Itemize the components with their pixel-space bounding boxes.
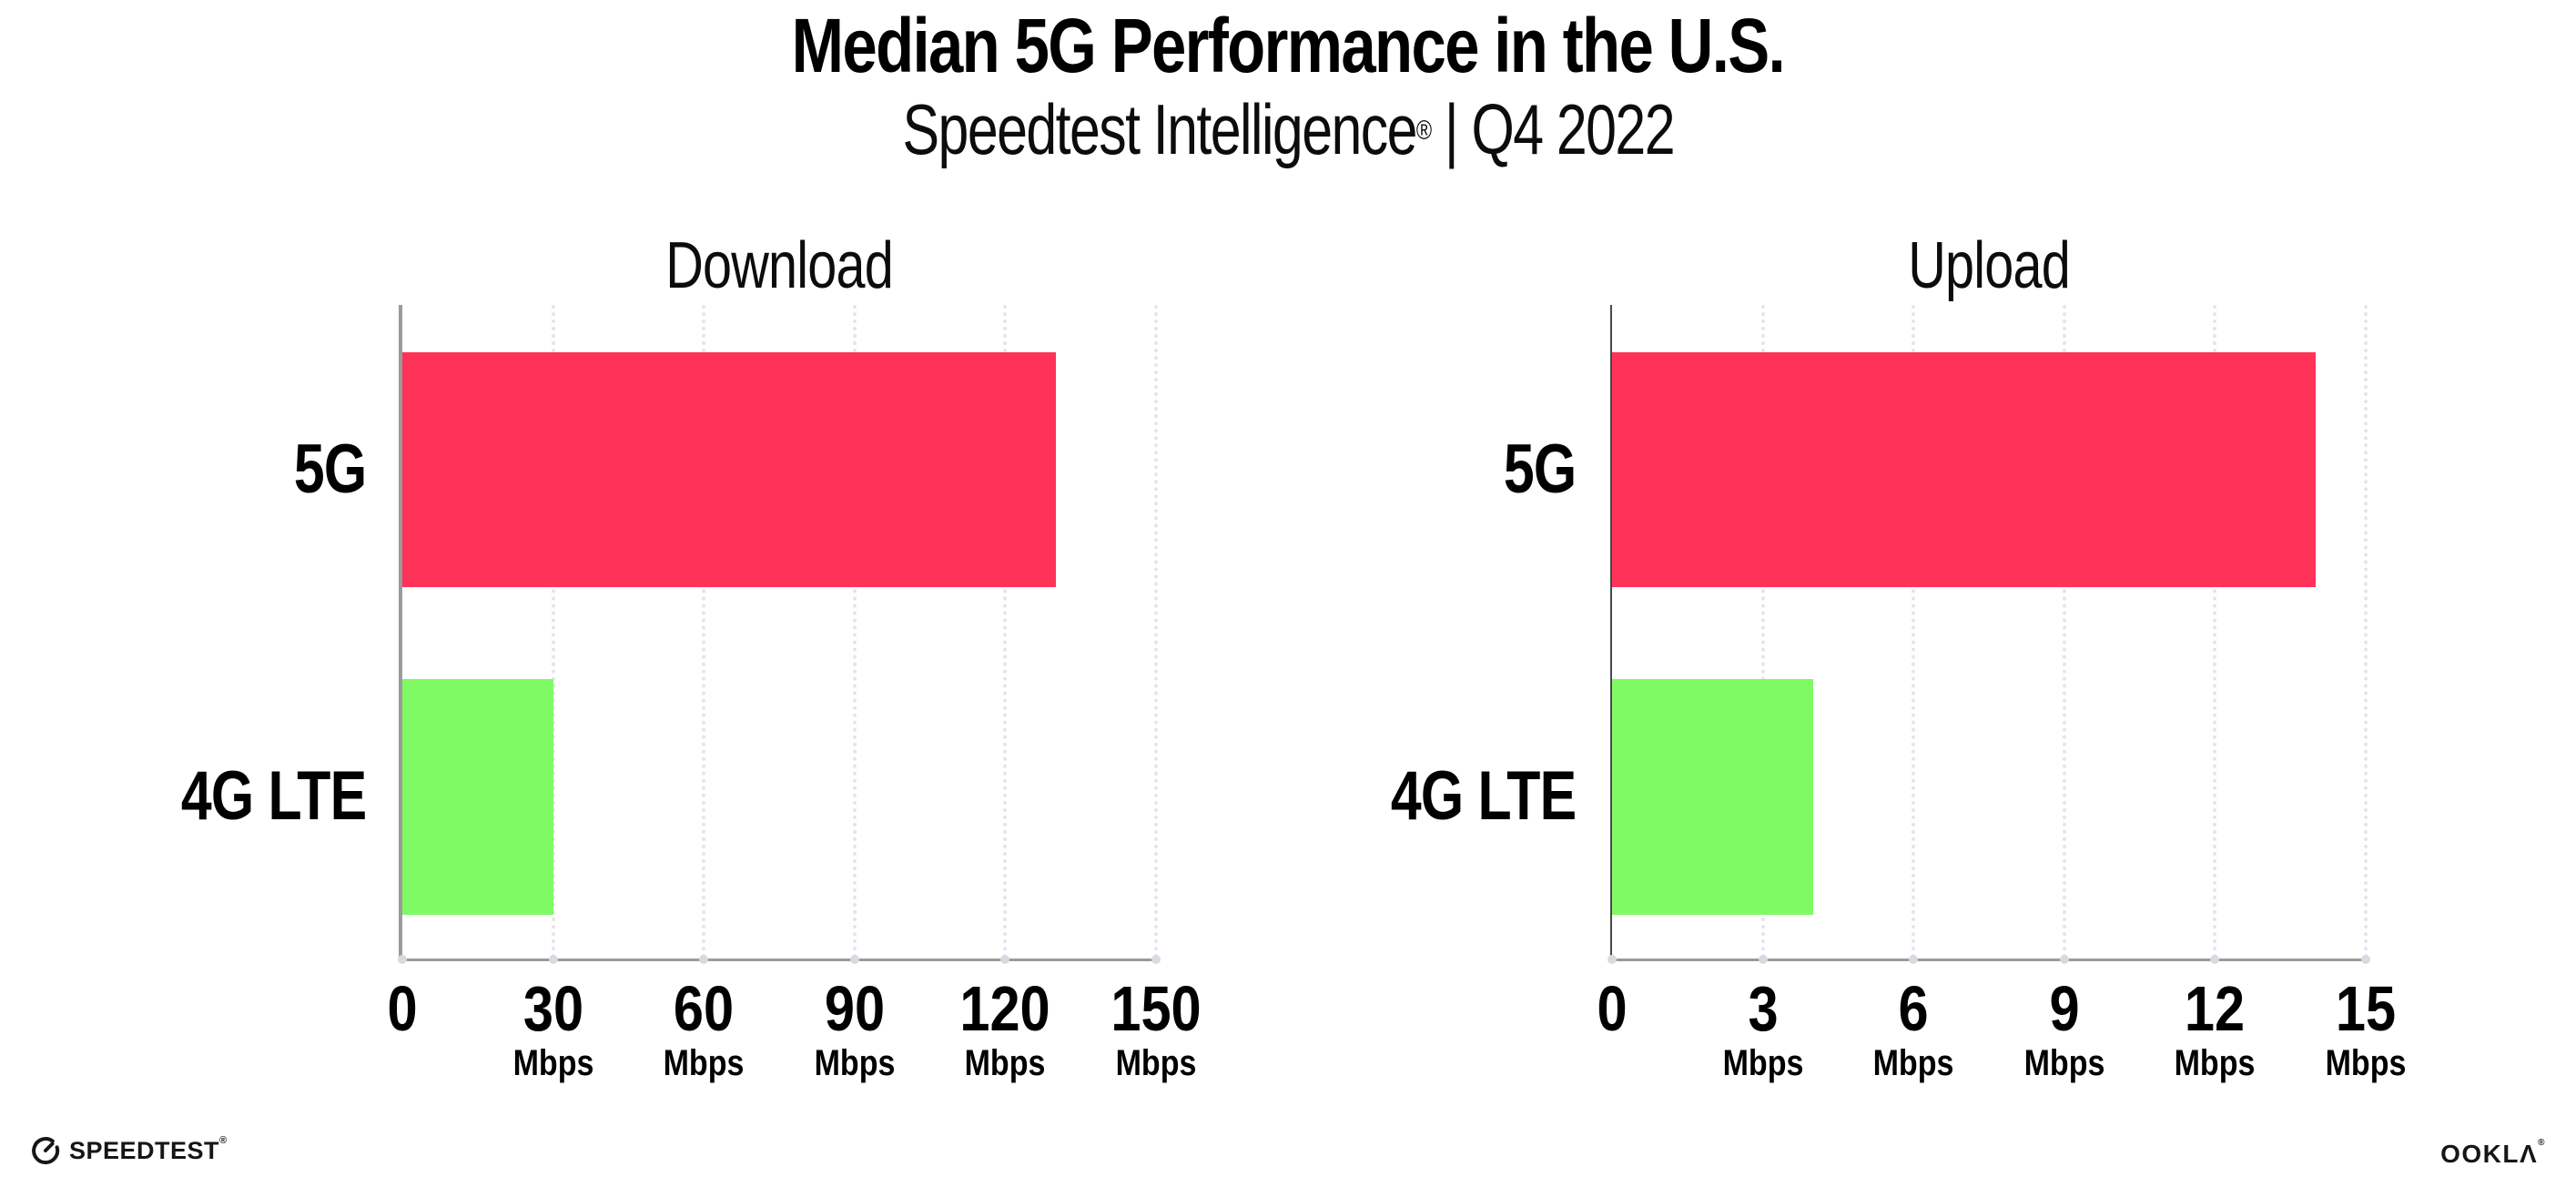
gridline-upload-3 (1761, 305, 1765, 959)
x-tick-label-upload-6: 6 Mbps (1804, 973, 2023, 1084)
tick-value: 12 (2184, 973, 2246, 1044)
page-title: Median 5G Performance in the U.S. (0, 2, 2576, 89)
bar-upload-4g-lte (1612, 679, 1813, 915)
gridline-download-150 (1154, 305, 1158, 959)
page-title-text: Median 5G Performance in the U.S. (791, 3, 1786, 88)
tick-value: 60 (673, 973, 735, 1044)
x-tick-label-upload-9: 9 Mbps (1955, 973, 2174, 1084)
tick-value: 30 (522, 973, 584, 1044)
x-tick-label-download-0: 0 (293, 973, 512, 1044)
gridline-upload-15 (2364, 305, 2368, 959)
tick-unit: Mbps (1872, 1043, 1954, 1083)
tick-value: 90 (824, 973, 886, 1044)
x-tick-label-download-30: 30 Mbps (444, 973, 663, 1084)
x-tick-label-download-60: 60 Mbps (594, 973, 813, 1084)
gridline-download-120 (1003, 305, 1007, 959)
axis-tick-dot (1909, 955, 1918, 964)
plot-upload (1607, 305, 2370, 964)
axis-tick-dot (2060, 955, 2069, 964)
page-subtitle: Speedtest Intelligence® | Q4 2022 (0, 87, 2576, 171)
tick-value: 150 (1111, 973, 1202, 1044)
tick-value: 15 (2335, 973, 2397, 1044)
speedtest-registered-mark: ® (219, 1134, 228, 1146)
tick-value: 3 (1748, 973, 1779, 1044)
axis-tick-dot (850, 955, 859, 964)
x-tick-label-upload-0: 0 (1503, 973, 1721, 1044)
gridline-upload-12 (2213, 305, 2216, 959)
category-label-download-5g: 5G (293, 431, 366, 508)
category-label-download-4g-lte: 4G LTE (180, 757, 366, 835)
tick-unit: Mbps (814, 1043, 896, 1083)
ookla-registered-mark: ® (2538, 1138, 2546, 1148)
x-tick-label-download-150: 150 Mbps (1047, 973, 1265, 1084)
plot-download (398, 305, 1161, 964)
chart-title-upload: Upload (1908, 229, 2071, 302)
x-tick-label-upload-15: 15 Mbps (2257, 973, 2475, 1084)
gridline-upload-6 (1912, 305, 1915, 959)
tick-unit: Mbps (1722, 1043, 1804, 1083)
axis-tick-dot (1759, 955, 1768, 964)
tick-value: 120 (959, 973, 1050, 1044)
tick-value: 0 (387, 973, 418, 1044)
speedtest-wordmark: SPEEDTEST® (69, 1134, 228, 1164)
bar-download-4g-lte (402, 679, 553, 915)
bar-upload-5g (1612, 352, 2316, 587)
subtitle-brand: Speedtest Intelligence (902, 89, 1417, 169)
tick-unit: Mbps (2023, 1043, 2105, 1083)
axis-tick-dot (1607, 955, 1617, 964)
category-label-upload-5g: 5G (1503, 431, 1576, 508)
tick-unit: Mbps (964, 1043, 1046, 1083)
tick-value: 6 (1898, 973, 1929, 1044)
x-tick-label-download-90: 90 Mbps (745, 973, 964, 1084)
tick-unit: Mbps (663, 1043, 745, 1083)
gridline-download-60 (702, 305, 705, 959)
subtitle-period: | Q4 2022 (1430, 89, 1676, 169)
x-tick-label-upload-3: 3 Mbps (1654, 973, 1872, 1084)
chart-title-download: Download (665, 229, 894, 302)
category-label-upload-4g-lte: 4G LTE (1390, 757, 1576, 835)
ookla-wordmark: OOKLΛ® (2440, 1138, 2546, 1168)
tick-unit: Mbps (1115, 1043, 1197, 1083)
tick-unit: Mbps (2174, 1043, 2256, 1083)
x-tick-label-upload-12: 12 Mbps (2105, 973, 2324, 1084)
gridline-upload-9 (2063, 305, 2066, 959)
tick-value: 9 (2049, 973, 2080, 1044)
axis-tick-dot (2210, 955, 2219, 964)
tick-unit: Mbps (512, 1043, 594, 1083)
axis-tick-dot (1000, 955, 1009, 964)
axis-tick-dot (398, 955, 407, 964)
gauge-icon (30, 1135, 61, 1166)
speedtest-logo: SPEEDTEST® (30, 1135, 228, 1166)
axis-tick-dot (2361, 955, 2370, 964)
bar-download-5g (402, 352, 1056, 587)
ookla-logo: OOKLΛ® (2440, 1138, 2546, 1169)
axis-tick-dot (549, 955, 558, 964)
axis-tick-dot (699, 955, 708, 964)
tick-unit: Mbps (2325, 1043, 2407, 1083)
tick-value: 0 (1597, 973, 1628, 1044)
x-tick-label-download-120: 120 Mbps (896, 973, 1114, 1084)
registered-mark: ® (1415, 116, 1432, 146)
axis-tick-dot (1151, 955, 1161, 964)
gridline-download-30 (552, 305, 555, 959)
gridline-download-90 (853, 305, 857, 959)
